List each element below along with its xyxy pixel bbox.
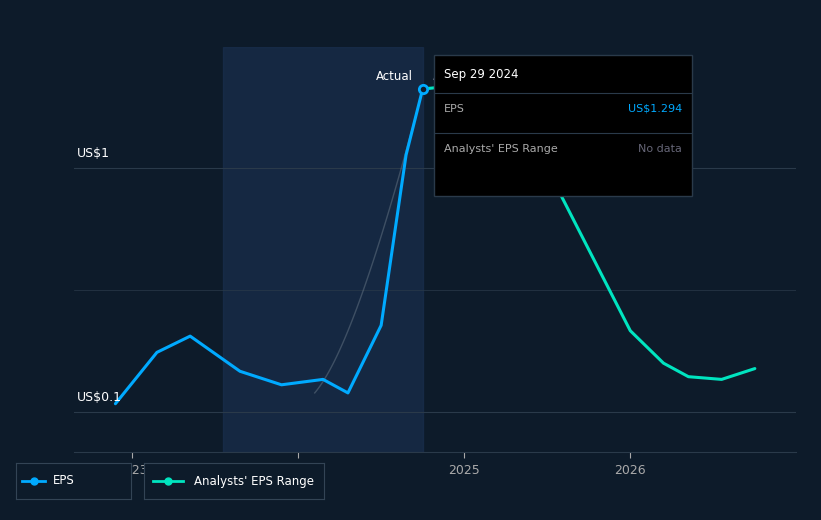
Text: US$1.294: US$1.294 xyxy=(627,103,681,113)
Text: EPS: EPS xyxy=(53,474,75,488)
Text: Actual: Actual xyxy=(376,70,413,83)
Text: Analysts' Forecasts: Analysts' Forecasts xyxy=(433,70,546,83)
Text: Analysts' EPS Range: Analysts' EPS Range xyxy=(195,474,314,488)
Bar xyxy=(223,47,423,452)
Text: Sep 29 2024: Sep 29 2024 xyxy=(444,69,519,82)
Text: US$1: US$1 xyxy=(77,147,110,160)
Text: EPS: EPS xyxy=(444,103,466,113)
Text: Analysts' EPS Range: Analysts' EPS Range xyxy=(444,144,558,154)
Text: US$0.1: US$0.1 xyxy=(77,391,122,404)
FancyBboxPatch shape xyxy=(434,55,692,196)
Text: No data: No data xyxy=(638,144,681,154)
